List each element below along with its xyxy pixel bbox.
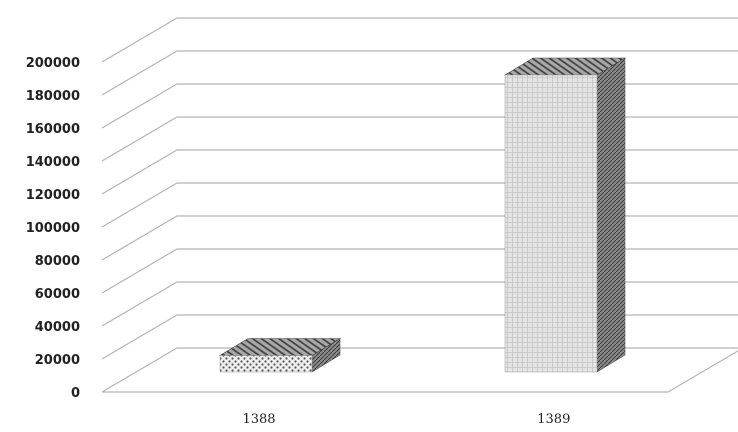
bar-side-1389 xyxy=(596,57,626,373)
gridline xyxy=(101,215,738,261)
y-tick-label: 180000 xyxy=(26,89,80,104)
bar-1388 xyxy=(219,355,313,373)
y-tick-label: 0 xyxy=(71,386,80,401)
gridline xyxy=(101,248,738,294)
labels: 0 20000 40000 60000 80000 100000 120000 140000 1… xyxy=(26,56,571,427)
gridline xyxy=(101,347,738,393)
x-tick-label: 1388 xyxy=(242,412,275,427)
y-tick-label: 140000 xyxy=(26,155,80,170)
y-tick-label: 160000 xyxy=(26,122,80,137)
gridline xyxy=(101,83,738,129)
y-tick-label: 120000 xyxy=(26,188,80,203)
gridline xyxy=(101,314,738,360)
bars xyxy=(218,57,627,373)
y-tick-label: 60000 xyxy=(35,287,80,302)
gridlines xyxy=(101,17,738,393)
gridline xyxy=(101,17,738,63)
y-tick-label: 200000 xyxy=(26,56,80,71)
bar-1389 xyxy=(504,74,598,373)
gridline xyxy=(101,149,738,195)
y-tick-label: 100000 xyxy=(26,221,80,236)
gridline xyxy=(101,281,738,327)
gridline xyxy=(101,50,738,96)
y-tick-label: 20000 xyxy=(35,353,80,368)
x-tick-label: 1389 xyxy=(537,412,570,427)
y-tick-label: 80000 xyxy=(35,254,80,269)
gridline xyxy=(101,116,738,162)
y-tick-label: 40000 xyxy=(35,320,80,335)
gridline xyxy=(101,182,738,228)
floor-edge xyxy=(102,350,738,393)
